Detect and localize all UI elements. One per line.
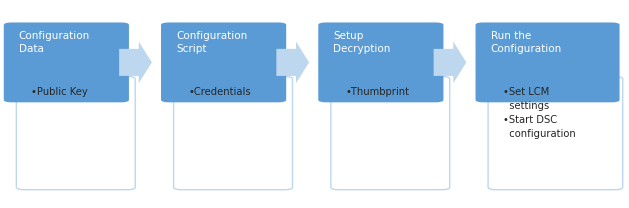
FancyBboxPatch shape xyxy=(331,77,450,190)
Text: Run the
Configuration: Run the Configuration xyxy=(491,31,562,54)
Polygon shape xyxy=(276,42,309,83)
Text: •Credentials: •Credentials xyxy=(189,87,252,97)
FancyBboxPatch shape xyxy=(318,22,443,102)
Text: Configuration
Script: Configuration Script xyxy=(176,31,247,54)
Text: Setup
Decryption: Setup Decryption xyxy=(333,31,391,54)
Polygon shape xyxy=(119,42,152,83)
FancyBboxPatch shape xyxy=(174,77,292,190)
Text: •Public Key: •Public Key xyxy=(31,87,88,97)
Text: •Thumbprint: •Thumbprint xyxy=(346,87,410,97)
Text: •Set LCM
  settings
•Start DSC
  configuration: •Set LCM settings •Start DSC configurati… xyxy=(503,87,576,139)
FancyBboxPatch shape xyxy=(16,77,135,190)
FancyBboxPatch shape xyxy=(161,22,286,102)
FancyBboxPatch shape xyxy=(4,22,129,102)
FancyBboxPatch shape xyxy=(476,22,620,102)
FancyBboxPatch shape xyxy=(488,77,623,190)
Text: Configuration
Data: Configuration Data xyxy=(19,31,90,54)
Polygon shape xyxy=(433,42,466,83)
